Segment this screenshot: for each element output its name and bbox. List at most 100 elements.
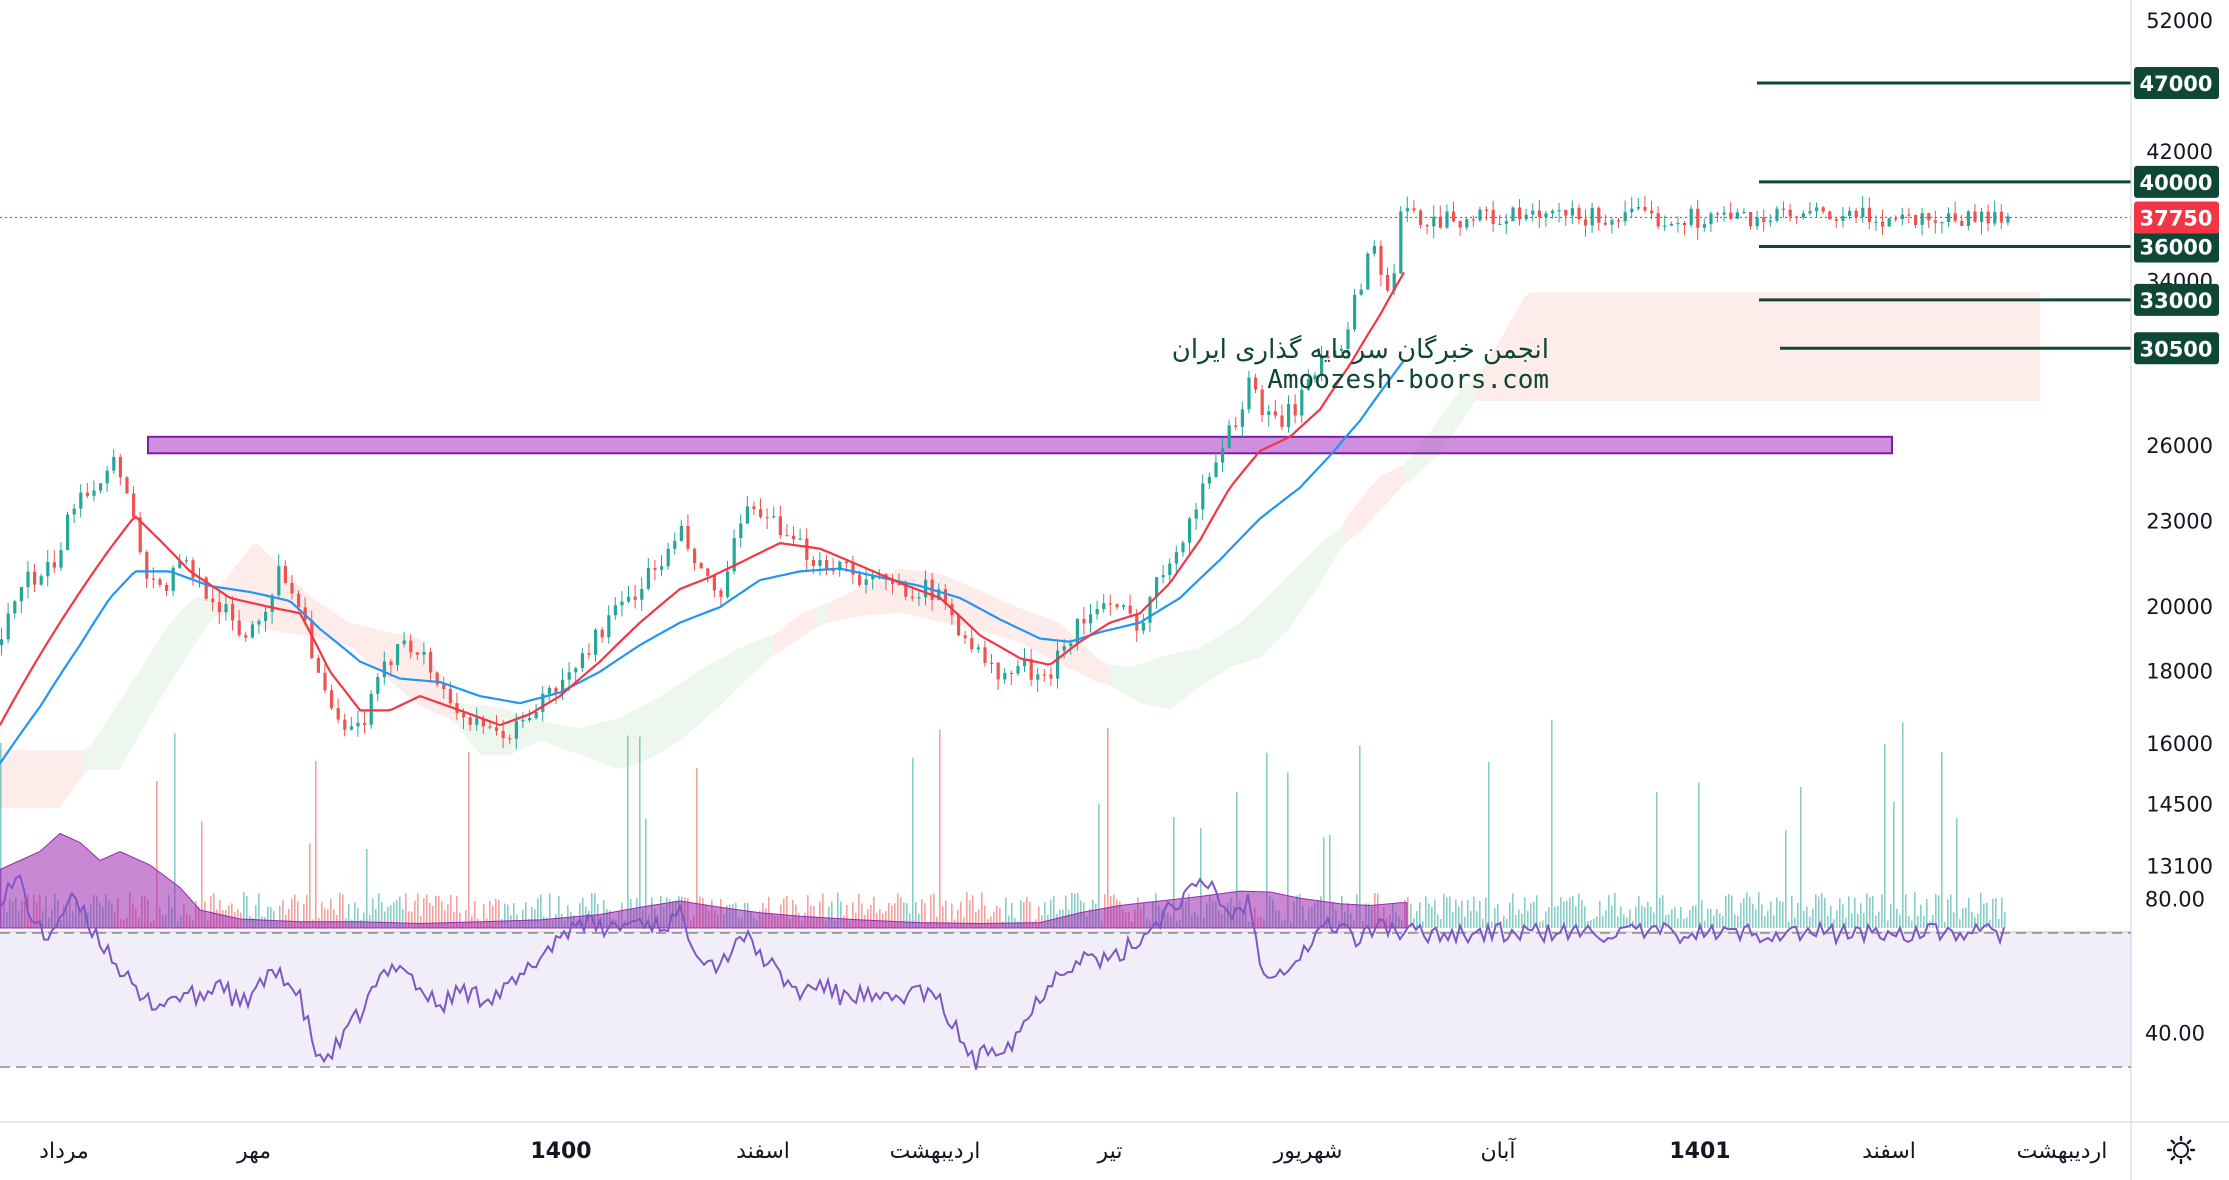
volume-bar (1845, 917, 1847, 928)
candle-body (1227, 425, 1231, 449)
volume-bar (1359, 745, 1361, 928)
last-price-tag: 37750 (2139, 206, 2212, 230)
cloud-segment (1530, 292, 1536, 401)
volume-bar (942, 906, 944, 928)
volume-bar (918, 913, 920, 928)
volume-bar (1872, 896, 1874, 928)
candle-body (448, 688, 452, 704)
volume-bar (540, 894, 542, 928)
volume-bar (1809, 916, 1811, 928)
cloud-segment (1824, 292, 1830, 401)
price-axis[interactable]: 1310014500160001800020000230002600030500… (2146, 9, 2213, 879)
candle-body (409, 640, 413, 653)
volume-bar (1917, 916, 1919, 928)
cloud-segment (1740, 292, 1746, 401)
candle-body (1379, 245, 1383, 275)
cloud-segment (846, 591, 852, 619)
cloud-segment (390, 632, 396, 687)
cloud-segment (2022, 292, 2028, 401)
volume-bar (1533, 901, 1535, 928)
volume-bar (1737, 915, 1739, 928)
volume-bar (435, 895, 437, 928)
candle-body (851, 563, 855, 575)
settings-gear-icon[interactable] (2166, 1135, 2196, 1165)
volume-bar (1653, 912, 1655, 928)
volume-bar (1431, 906, 1433, 928)
volume-bar (1557, 905, 1559, 928)
volume-bar (1824, 898, 1826, 928)
cloud-segment (1890, 292, 1896, 401)
candle-body (792, 535, 796, 540)
volume-bar (408, 911, 410, 928)
cloud-segment (666, 688, 672, 749)
volume-bar (420, 915, 422, 928)
volume-bar (1434, 899, 1436, 928)
support-zone[interactable] (147, 435, 1893, 455)
volume-bar (384, 911, 386, 928)
candle-body (607, 615, 611, 638)
volume-bar (1440, 919, 1442, 928)
volume-bar (1725, 895, 1727, 928)
volume-bar (1602, 915, 1604, 928)
candle-body (712, 575, 716, 591)
volume-bar (966, 892, 968, 928)
volume-bar (156, 781, 158, 928)
candle-body (1874, 221, 1878, 223)
cloud-segment (1992, 292, 1998, 401)
cloud-segment (1902, 292, 1908, 401)
volume-bar (1479, 900, 1481, 928)
candle-body (990, 662, 994, 664)
volume-bar (1512, 893, 1514, 928)
volume-bar (1749, 896, 1751, 928)
candle-body (1768, 220, 1772, 222)
volume-bar (1968, 898, 1970, 928)
cloud-segment (168, 618, 174, 687)
candle-body (178, 561, 182, 568)
volume-bar (1599, 901, 1601, 928)
volume-bar (1476, 911, 1478, 928)
volume-bar (294, 894, 296, 928)
price-tick-label: 14500 (2146, 792, 2213, 816)
time-axis[interactable]: مرداد مهر 1400 اسفند اردیبهشت تیر شهریور آبان 14… (39, 1137, 2107, 1164)
cloud-segment (1038, 614, 1044, 656)
rsi-axis[interactable]: 40.00 80.00 (2145, 888, 2205, 1046)
candle-body (1933, 220, 1937, 223)
candle-body (1280, 415, 1284, 427)
candle-body (600, 629, 604, 638)
cloud-segment (900, 568, 906, 615)
cloud-segment (348, 621, 354, 650)
cloud-segment (336, 613, 342, 644)
volume-bar (1713, 915, 1715, 928)
volume-bar (1797, 902, 1799, 928)
cloud-segment (1956, 292, 1962, 401)
cloud-segment (1662, 292, 1668, 401)
cloud-segment (1626, 292, 1632, 401)
candle-body (1009, 672, 1013, 675)
price-tick-label: 18000 (2146, 660, 2213, 684)
cloud-segment (1446, 401, 1452, 445)
cloud-segment (1362, 490, 1368, 530)
candle-body (917, 597, 921, 599)
candle-body (541, 693, 545, 712)
level-tag: 47000 (2139, 72, 2212, 96)
candle-body (1029, 659, 1033, 680)
volume-bar (999, 907, 1001, 928)
cloud-segment (1296, 561, 1302, 619)
volume-bar (1497, 904, 1499, 928)
candle-body (1656, 213, 1660, 227)
cloud-segment (486, 705, 492, 755)
volume-bar (921, 899, 923, 928)
cloud-segment (1650, 292, 1656, 401)
cloud-segment (678, 680, 684, 742)
candle-body (739, 523, 743, 539)
candle-body (666, 548, 670, 567)
cloud-segment (1158, 656, 1164, 709)
volume-bar (1731, 895, 1733, 928)
cloud-segment (522, 714, 528, 750)
cloud-segment (1374, 475, 1380, 518)
volume-bar (870, 904, 872, 928)
cloud-segment (1620, 292, 1626, 401)
volume-bar (786, 895, 788, 928)
volume-bar (1770, 901, 1772, 928)
